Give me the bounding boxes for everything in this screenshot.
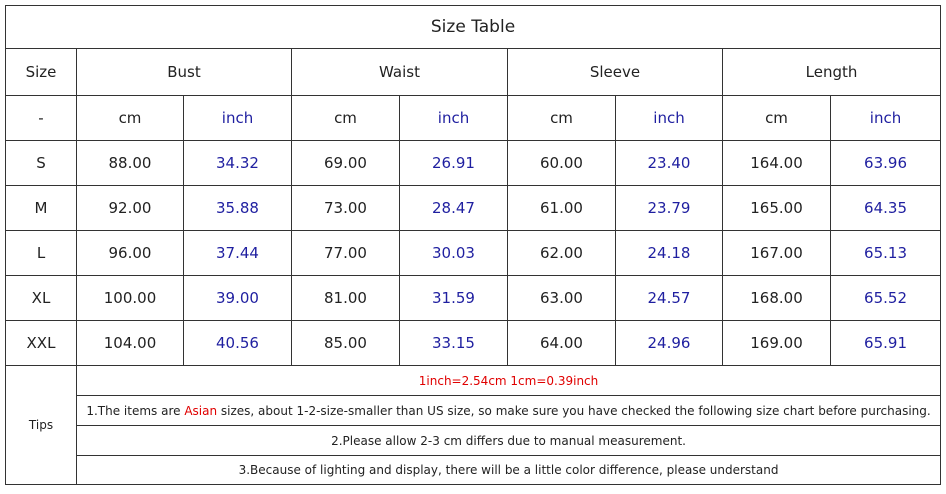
size-cell: 65.13 xyxy=(829,230,942,276)
size-cell: 165.00 xyxy=(722,185,831,231)
table-row: 3.Because of lighting and display, there… xyxy=(6,455,942,485)
size-cell: 169.00 xyxy=(722,320,831,366)
tip-part: Asian xyxy=(184,403,218,418)
header-cell: Length xyxy=(721,48,942,96)
size-cell: 23.40 xyxy=(615,140,723,186)
size-cell: 61.00 xyxy=(507,185,616,231)
size-cell: L xyxy=(5,230,77,276)
unit-cell: inch xyxy=(183,95,292,141)
table-row: Tips 1inch=2.54cm 1cm=0.39inch xyxy=(5,365,942,485)
unit-cell: cm xyxy=(76,95,184,141)
table-row: Size Bust Waist Sleeve Length xyxy=(5,48,942,96)
unit-cell: inch xyxy=(829,95,942,141)
size-cell: 81.00 xyxy=(291,275,400,321)
table-row: L 96.00 37.44 77.00 30.03 62.00 24.18 167.00 65.… xyxy=(5,230,942,276)
size-cell: 92.00 xyxy=(76,185,184,231)
size-cell: 65.91 xyxy=(829,320,942,366)
table-row: - cm inch cm inch cm inch cm inch xyxy=(5,95,942,141)
size-cell: 69.00 xyxy=(291,140,400,186)
size-cell: 28.47 xyxy=(399,185,508,231)
unit-cell: cm xyxy=(722,95,831,141)
size-cell: 39.00 xyxy=(183,275,292,321)
table-row: XXL 104.00 40.56 85.00 33.15 64.00 24.96 169.00… xyxy=(5,320,942,366)
header-cell: Bust xyxy=(76,48,292,96)
tip-part: 1.The items are xyxy=(86,403,185,418)
size-cell: 24.57 xyxy=(615,275,723,321)
tip: 3.Because of lighting and display, there… xyxy=(75,455,942,485)
unit-cell: cm xyxy=(507,95,616,141)
size-cell: 35.88 xyxy=(183,185,292,231)
size-cell: 96.00 xyxy=(76,230,184,276)
table-row: 1.The items are Asian sizes, about 1-2-s… xyxy=(6,395,942,426)
size-cell: 64.00 xyxy=(507,320,616,366)
size-cell: 63.00 xyxy=(507,275,616,321)
tip: 2.Please allow 2-3 cm differs due to man… xyxy=(75,425,942,456)
header-cell: Sleeve xyxy=(507,48,723,96)
size-cell: S xyxy=(5,140,77,186)
size-cell: M xyxy=(5,185,77,231)
table-row: M 92.00 35.88 73.00 28.47 61.00 23.79 165.00 64.… xyxy=(5,185,942,231)
size-cell: XXL xyxy=(5,320,77,366)
size-cell: 33.15 xyxy=(399,320,508,366)
size-cell: 85.00 xyxy=(291,320,400,366)
table-row: XL 100.00 39.00 81.00 31.59 63.00 24.57 168.00 6… xyxy=(5,275,942,321)
size-cell: 24.18 xyxy=(615,230,723,276)
size-cell: 100.00 xyxy=(76,275,184,321)
table-row: Size Table xyxy=(4,5,942,49)
table-row: S 88.00 34.32 69.00 26.91 60.00 23.40 164.00 63.… xyxy=(5,140,942,186)
header-cell: Waist xyxy=(291,48,508,96)
size-cell: XL xyxy=(5,275,77,321)
size-cell: 164.00 xyxy=(722,140,831,186)
size-table: Size Table Size Bust Waist Sleeve Length - cm in… xyxy=(4,5,942,485)
size-cell: 24.96 xyxy=(615,320,723,366)
size-cell: 73.00 xyxy=(291,185,400,231)
header-cell: Size xyxy=(5,48,77,96)
unit-cell: inch xyxy=(615,95,723,141)
size-cell: 168.00 xyxy=(722,275,831,321)
size-cell: 88.00 xyxy=(76,140,184,186)
unit-cell: - xyxy=(5,95,77,141)
size-cell: 34.32 xyxy=(183,140,292,186)
size-cell: 31.59 xyxy=(399,275,508,321)
size-cell: 167.00 xyxy=(722,230,831,276)
size-cell: 77.00 xyxy=(291,230,400,276)
tip: 1inch=2.54cm 1cm=0.39inch xyxy=(75,365,942,396)
size-cell: 23.79 xyxy=(615,185,723,231)
size-cell: 40.56 xyxy=(183,320,292,366)
tip: 1.The items are Asian sizes, about 1-2-s… xyxy=(75,395,942,426)
size-cell: 65.52 xyxy=(829,275,942,321)
unit-cell: inch xyxy=(399,95,508,141)
size-cell: 30.03 xyxy=(399,230,508,276)
size-cell: 104.00 xyxy=(76,320,184,366)
size-cell: 60.00 xyxy=(507,140,616,186)
tip-part: sizes, about 1-2-size-smaller than US si… xyxy=(217,403,931,418)
size-cell: 37.44 xyxy=(183,230,292,276)
title: Size Table xyxy=(4,5,942,49)
size-cell: 63.96 xyxy=(829,140,942,186)
unit-cell: cm xyxy=(291,95,400,141)
table-row: 2.Please allow 2-3 cm differs due to man… xyxy=(6,425,942,456)
size-cell: 62.00 xyxy=(507,230,616,276)
size-cell: 26.91 xyxy=(399,140,508,186)
size-cell: 64.35 xyxy=(829,185,942,231)
tips-label: Tips xyxy=(5,365,77,485)
